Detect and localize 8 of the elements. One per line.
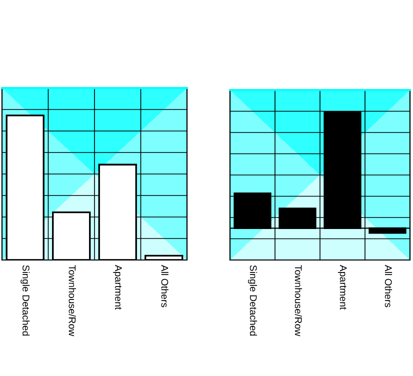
x-tick-label: All Others	[384, 264, 392, 308]
x-tick-label: Single Detached	[20, 265, 30, 336]
x-tick-label: Townhouse/Row	[68, 265, 76, 336]
x-tick-label: Single Detached	[248, 265, 258, 336]
x-tick-label: Apartment	[338, 264, 347, 310]
x-tick-label: Apartment	[113, 264, 122, 310]
x-tick-label: Townhouse/Row	[294, 265, 302, 336]
x-tick-label: All Others	[161, 264, 168, 308]
